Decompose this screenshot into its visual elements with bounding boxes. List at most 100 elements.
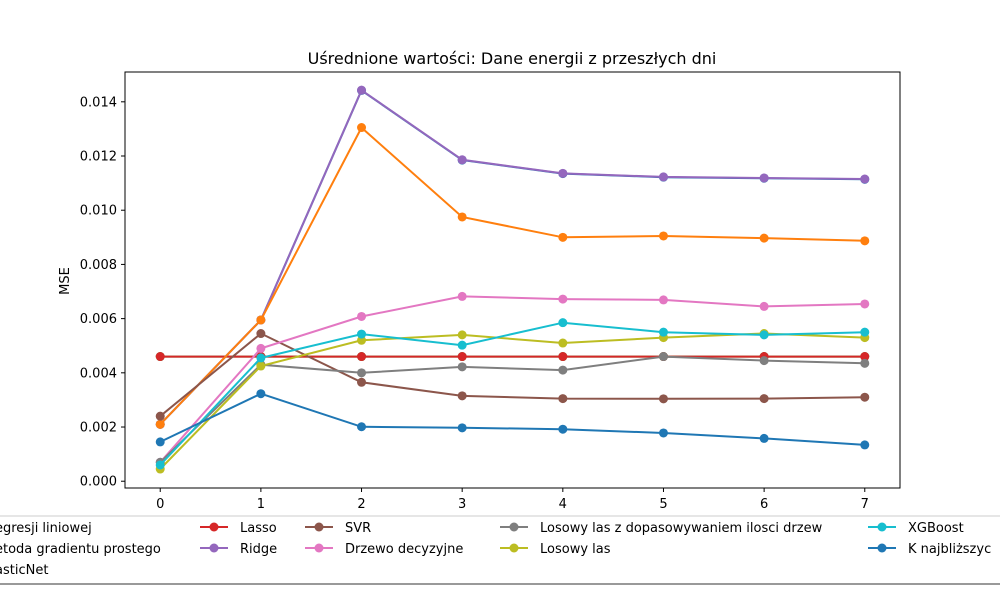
y-axis-label: MSE <box>58 267 73 295</box>
axes: 0.000 0.002 0.004 0.006 0.008 0.010 0.012 0.014… <box>80 95 869 512</box>
data-point <box>860 392 870 402</box>
legend-marker <box>509 543 519 553</box>
x-tick-label: 2 <box>357 497 365 512</box>
data-point <box>658 428 668 438</box>
legend-marker <box>877 522 887 532</box>
series-line <box>159 126 865 425</box>
data-point <box>860 352 870 362</box>
legend-entry: Drzewo decyzyjne <box>305 542 463 557</box>
data-point <box>357 311 367 321</box>
data-point <box>457 391 467 401</box>
legend-entry: Losowy las z dopasowywaniem ilosci drzew <box>500 521 823 536</box>
data-point <box>256 315 266 325</box>
data-point <box>155 411 165 421</box>
data-point <box>357 329 367 339</box>
data-point <box>155 419 165 429</box>
legend-label: Lasso <box>240 521 277 536</box>
data-point <box>457 362 467 372</box>
data-point <box>558 338 568 348</box>
legend-marker <box>509 522 519 532</box>
x-tick-label: 1 <box>257 497 265 512</box>
series-line <box>159 355 865 464</box>
y-tick-label: 0.010 <box>80 204 117 219</box>
legend-label: K najbliższyc <box>908 542 991 557</box>
legend: egresji liniowej etoda gradientu prostego… <box>0 515 1000 585</box>
data-point <box>256 329 266 339</box>
y-tick-label: 0.004 <box>80 366 117 381</box>
data-point <box>558 294 568 304</box>
data-point <box>860 327 870 337</box>
legend-label: Losowy las <box>540 542 611 557</box>
series-losowy-las-z-dopasowywaniem-ilosci-drzew <box>155 352 870 467</box>
legend-entry: egresji liniowej <box>0 521 92 536</box>
series-lines <box>155 85 870 474</box>
data-point <box>558 232 568 242</box>
series-xgboost <box>155 318 870 470</box>
data-point <box>658 172 668 182</box>
legend-entry: asticNet <box>0 563 48 578</box>
data-point <box>658 352 668 362</box>
data-point <box>155 460 165 470</box>
legend-marker <box>877 543 887 553</box>
x-tick-label: 3 <box>458 497 466 512</box>
legend-marker <box>209 543 219 553</box>
data-point <box>759 330 769 340</box>
series-line <box>159 88 865 425</box>
data-point <box>558 424 568 434</box>
chart-title: Uśrednione wartości: Dane energii z prze… <box>308 49 717 68</box>
data-point <box>357 377 367 387</box>
series-svr <box>155 329 870 421</box>
x-tick-label: 7 <box>861 497 869 512</box>
data-point <box>658 327 668 337</box>
y-tick-label: 0.000 <box>80 475 117 490</box>
legend-marker <box>314 522 324 532</box>
data-point <box>357 422 367 432</box>
x-tick-label: 5 <box>659 497 667 512</box>
legend-entry: Ridge <box>200 542 277 557</box>
data-point <box>658 231 668 241</box>
data-point <box>256 353 266 363</box>
data-point <box>759 173 769 183</box>
x-tick-label: 0 <box>156 497 164 512</box>
data-point <box>357 85 367 95</box>
legend-label: Drzewo decyzyjne <box>345 542 463 557</box>
data-point <box>860 358 870 368</box>
y-tick-label: 0.012 <box>80 150 117 165</box>
legend-entry: Lasso <box>200 521 277 536</box>
legend-label: egresji liniowej <box>0 521 92 536</box>
series-line <box>159 321 865 466</box>
legend-label: etoda gradientu prostego <box>0 542 161 557</box>
data-point <box>457 291 467 301</box>
data-point <box>860 236 870 246</box>
data-point <box>155 437 165 447</box>
legend-label: Ridge <box>240 542 277 557</box>
data-point <box>558 365 568 375</box>
data-point <box>558 168 568 178</box>
series-metoda-gradientu-prostego <box>155 123 870 429</box>
legend-entry: XGBoost <box>868 521 964 536</box>
data-point <box>256 389 266 399</box>
data-point <box>860 174 870 184</box>
y-tick-label: 0.014 <box>80 95 117 110</box>
legend-label: XGBoost <box>908 521 964 536</box>
y-tick-label: 0.006 <box>80 312 117 327</box>
series-line <box>159 392 865 446</box>
data-point <box>457 330 467 340</box>
legend-entry: K najbliższyc <box>868 542 991 557</box>
data-point <box>357 352 367 362</box>
series-ridge <box>155 85 870 429</box>
data-point <box>759 394 769 404</box>
y-tick-label: 0.008 <box>80 258 117 273</box>
data-point <box>558 394 568 404</box>
data-point <box>759 233 769 243</box>
data-point <box>860 299 870 309</box>
data-point <box>558 318 568 328</box>
data-point <box>357 335 367 345</box>
data-point <box>558 352 568 362</box>
data-point <box>860 440 870 450</box>
data-point <box>155 352 165 362</box>
data-point <box>256 361 266 371</box>
data-point <box>759 356 769 366</box>
x-tick-label: 6 <box>760 497 768 512</box>
